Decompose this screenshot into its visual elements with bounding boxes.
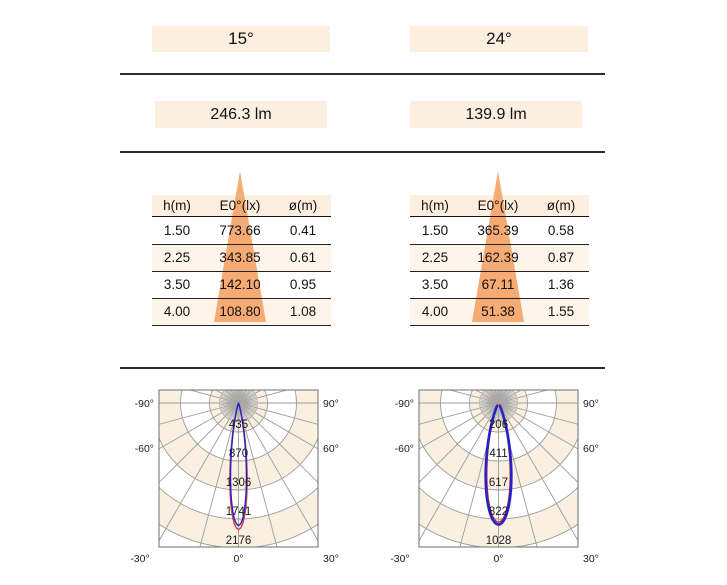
angle-label: 0° (233, 553, 243, 565)
table-cell: 1.36 (547, 276, 575, 292)
table-cell: 0.41 (289, 222, 317, 238)
flux-value: 139.9 lm (465, 106, 527, 123)
row-line (410, 297, 589, 300)
row-line (152, 324, 331, 327)
table-cell: 2.25 (163, 249, 191, 265)
photometry-table-15: h(m) E0°(lx) ø(m) 1.50 773.66 0.41 2.25 343.85 0… (152, 171, 331, 327)
angle-label: -30° (390, 553, 409, 565)
angle-label: 30° (323, 553, 339, 565)
radial-tick-label: 1306 (226, 477, 252, 489)
row-line (410, 243, 589, 246)
polar-diagram: 206 411 617 822 1028 -90° 90° -60° 60° -30° 0° 30° (390, 389, 599, 565)
polar-grid (419, 390, 578, 547)
table-cell: 108.80 (219, 303, 261, 319)
table-cell: 0.61 (289, 249, 317, 265)
beam-angle-box-24: 24° (410, 26, 588, 52)
polar-chart-24: 206 411 617 822 1028 -90° 90° -60° 60° -30° 0° 30° (370, 384, 630, 576)
table-cell: 51.38 (481, 303, 515, 319)
radial-tick-label: 435 (229, 419, 248, 431)
table-cell: 1.08 (289, 303, 317, 319)
angle-label: -90° (135, 398, 154, 410)
radial-tick-label: 870 (229, 448, 248, 460)
table-header-cell: h(m) (163, 198, 191, 213)
angle-label: 90° (583, 398, 599, 410)
table-header-cell: E0°(lx) (219, 198, 261, 213)
section-divider (120, 151, 605, 153)
radial-tick-label: 617 (489, 477, 508, 489)
table-header-cell: ø(m) (546, 198, 576, 213)
radial-tick-label: 206 (489, 419, 508, 431)
table-cell: 1.50 (163, 222, 191, 238)
flux-box-15: 246.3 lm (155, 101, 327, 128)
row-line (152, 243, 331, 246)
row-line (152, 297, 331, 300)
radial-tick-label: 822 (489, 506, 508, 518)
table-cell: 0.87 (547, 249, 575, 265)
table-header-cell: ø(m) (288, 198, 318, 213)
radial-tick-label: 1741 (226, 506, 252, 518)
table-cell: 773.66 (219, 222, 261, 238)
table-cell: 0.95 (289, 276, 317, 292)
beam-curve-C0-plane (229, 402, 248, 527)
angle-label: 90° (323, 398, 339, 410)
flux-value: 246.3 lm (210, 106, 272, 123)
polar-border (418, 389, 579, 548)
polar-border (158, 389, 319, 548)
table-cell: 4.00 (163, 303, 191, 319)
table-cell: 3.50 (421, 276, 449, 292)
beam-angle-value: 15° (228, 29, 254, 48)
polar-chart-15: 435 870 1306 1741 2176 -90° 90° -60° 60° -30° 0° 30… (110, 384, 370, 576)
table-cell: 3.50 (163, 276, 191, 292)
angle-label: 60° (583, 443, 599, 455)
header-underline (410, 215, 589, 218)
row-line (152, 270, 331, 273)
table-cell: 1.55 (547, 303, 575, 319)
radial-tick-label: 1028 (486, 535, 512, 547)
angle-label: 30° (583, 553, 599, 565)
row-line (410, 270, 589, 273)
header-underline (152, 215, 331, 218)
angle-label: 0° (493, 553, 503, 565)
table-cell: 343.85 (219, 249, 261, 265)
table-cell: 0.58 (547, 222, 575, 238)
radial-tick-label: 2176 (226, 535, 252, 547)
table-cell: 4.00 (421, 303, 449, 319)
table-header-cell: h(m) (421, 198, 449, 213)
table-header-cell: E0°(lx) (477, 198, 519, 213)
row-line (410, 324, 589, 327)
angle-label: 60° (323, 443, 339, 455)
table-cell: 1.50 (421, 222, 449, 238)
angle-label: -90° (395, 398, 414, 410)
photometry-table-24: h(m) E0°(lx) ø(m) 1.50 365.39 0.58 2.25 162.39 0… (410, 171, 589, 327)
table-cell: 67.11 (481, 276, 515, 292)
section-divider (120, 73, 605, 75)
angle-label: -60° (135, 443, 154, 455)
beam-angle-value: 24° (486, 29, 512, 48)
beam-angle-box-15: 15° (152, 26, 330, 52)
table-cell: 162.39 (477, 249, 519, 265)
section-divider (120, 367, 605, 369)
flux-box-24: 139.9 lm (410, 101, 582, 128)
radial-tick-label: 411 (489, 448, 507, 460)
polar-grid (159, 390, 318, 547)
angle-label: -30° (130, 553, 149, 565)
beam-curve-C0-plane (484, 404, 513, 526)
polar-diagram: 435 870 1306 1741 2176 -90° 90° -60° 60° -30° 0° 30… (130, 389, 339, 565)
angle-label: -60° (395, 443, 414, 455)
table-cell: 142.10 (219, 276, 261, 292)
table-cell: 2.25 (421, 249, 449, 265)
table-cell: 365.39 (477, 222, 519, 238)
